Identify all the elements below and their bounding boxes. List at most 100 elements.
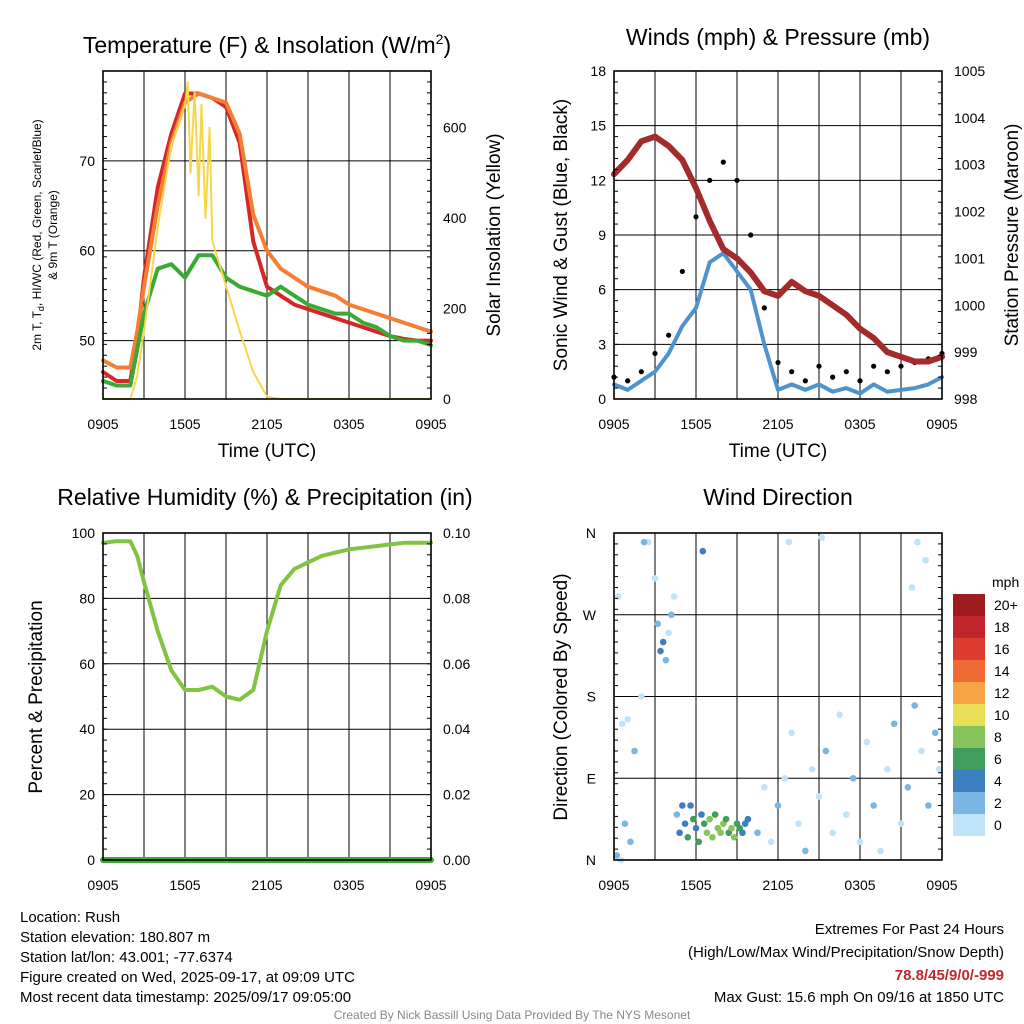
direction-point: [730, 833, 738, 841]
humidity-panel: Relative Humidity (%) & Precipitation (i…: [26, 484, 473, 893]
y-tick-label: 3: [598, 336, 606, 352]
humidity-grid: [102, 532, 432, 861]
colorbar-label: 14: [994, 663, 1010, 679]
direction-point: [849, 774, 857, 782]
extremes-subtitle: (High/Low/Max Wind/Precipitation/Snow De…: [688, 944, 1004, 961]
direction-point: [877, 847, 884, 855]
direction-point: [673, 811, 681, 818]
direction-point: [904, 784, 912, 791]
y-tick-label: N: [586, 852, 596, 868]
x-tick-label: 0905: [926, 416, 957, 432]
extremes-info: Extremes For Past 24 Hours (High/Low/Max…: [688, 921, 1004, 1006]
gust-point: [720, 159, 726, 165]
direction-point: [651, 575, 659, 582]
colorbar-label: 10: [994, 707, 1010, 723]
x-tick-label: 2105: [762, 416, 793, 432]
direction-point: [931, 729, 939, 737]
direction-point: [836, 711, 843, 718]
direction-point: [638, 693, 645, 700]
info-location: Location: Rush: [20, 909, 120, 926]
station-info: Location: Rush Station elevation: 180.80…: [20, 909, 355, 1006]
x-tick-label: 0905: [415, 877, 446, 893]
y-tick-label: 50: [79, 333, 95, 349]
direction-point: [618, 720, 626, 728]
y2-tick-label: 998: [954, 391, 978, 407]
x-tick-label: 0305: [333, 416, 364, 432]
y-tick-label: S: [587, 689, 596, 705]
direction-point: [815, 793, 823, 800]
y2-tick-label: 999: [954, 344, 978, 360]
y-tick-label: 70: [79, 153, 95, 169]
y2-tick-label: 0: [443, 391, 451, 407]
info-elevation: Station elevation: 180.807 m: [20, 929, 210, 946]
y-tick-label: 6: [598, 282, 606, 298]
direction-point: [681, 820, 689, 827]
direction-point: [802, 847, 809, 855]
direction-point: [662, 656, 670, 664]
direction-point: [774, 802, 782, 809]
temperature-y2-axis-label: Solar Insolation (Yellow): [484, 133, 505, 336]
gust-point: [802, 378, 808, 384]
x-tick-label: 0905: [415, 416, 446, 432]
temperature-axis-ticks: 0905 1505 2105 0305 0905 50 60 70 0 200 400 600: [79, 70, 467, 432]
colorbar-swatch: [953, 594, 985, 616]
direction-point: [709, 833, 716, 841]
colorbar-label: 8: [994, 729, 1002, 745]
winds-axis-ticks: 0905 1505 2105 0305 0905 0 3 6 9 12 15 18 998 999 1000…: [590, 63, 985, 432]
temperature-panel-title: Temperature (F) & Insolation (W/m2): [83, 31, 451, 58]
winds-grid: [613, 70, 943, 400]
direction-point: [922, 556, 929, 564]
temperature-panel: Temperature (F) & Insolation (W/m2) 0905…: [30, 31, 505, 462]
colorbar-label: 6: [994, 751, 1002, 767]
colorbar-swatch: [953, 814, 985, 836]
x-tick-label: 1505: [680, 416, 711, 432]
colorbar-swatch: [953, 660, 985, 682]
y2-tick-label: 0.02: [443, 787, 470, 803]
x-tick-label: 0905: [87, 877, 118, 893]
direction-point: [918, 747, 925, 755]
y-tick-label: 100: [72, 525, 96, 541]
direction-point: [700, 820, 708, 827]
y2-tick-label: 1001: [954, 250, 985, 266]
direction-point: [908, 584, 916, 591]
direction-point: [698, 811, 705, 818]
y-tick-label: 0: [87, 852, 95, 868]
direction-point: [684, 833, 692, 841]
y-tick-label: 18: [590, 63, 606, 79]
direction-panel-title: Wind Direction: [703, 484, 853, 510]
direction-point: [754, 829, 761, 837]
x-tick-label: 2105: [251, 416, 282, 432]
direction-point: [897, 820, 905, 827]
y2-tick-label: 1002: [954, 204, 985, 220]
direction-point: [795, 820, 802, 827]
speed-colorbar: 20+ 18 16 14 12 10 8 6 4 2 0: [953, 594, 1018, 836]
y-tick-label: 12: [590, 172, 606, 188]
temperature-y-axis-label-line2: & 9m T (Orange): [46, 190, 60, 280]
direction-point: [722, 815, 730, 823]
direction-point: [911, 702, 918, 709]
winds-y-axis-label: Sonic Wind & Gust (Blue, Black): [551, 99, 572, 371]
direction-point: [884, 765, 891, 773]
winds-panel: Winds (mph) & Pressure (mb) 0905 1505 2105…: [551, 24, 1023, 462]
y-tick-label: 60: [79, 243, 95, 259]
winds-panel-title: Winds (mph) & Pressure (mb): [626, 24, 930, 50]
direction-point: [925, 802, 932, 809]
direction-point: [699, 547, 707, 555]
y-tick-label: E: [587, 770, 596, 786]
direction-point: [818, 534, 826, 541]
y2-tick-label: 600: [443, 120, 467, 136]
x-tick-label: 2105: [251, 877, 282, 893]
direction-point: [689, 815, 697, 823]
y-tick-label: 40: [79, 721, 95, 737]
gust-point: [679, 268, 685, 275]
direction-point: [808, 765, 816, 773]
temperature-y-axis-label-line1: 2m T, Td, HI/WC (Red, Green, Scarlet/Blu…: [30, 119, 46, 350]
series-line-solar-insolation: [102, 81, 432, 400]
y2-tick-label: 1000: [954, 297, 985, 313]
direction-point: [822, 747, 830, 755]
gust-point: [638, 369, 644, 375]
y-tick-label: W: [583, 607, 597, 623]
x-tick-label: 1505: [680, 877, 711, 893]
direction-point: [728, 824, 735, 832]
